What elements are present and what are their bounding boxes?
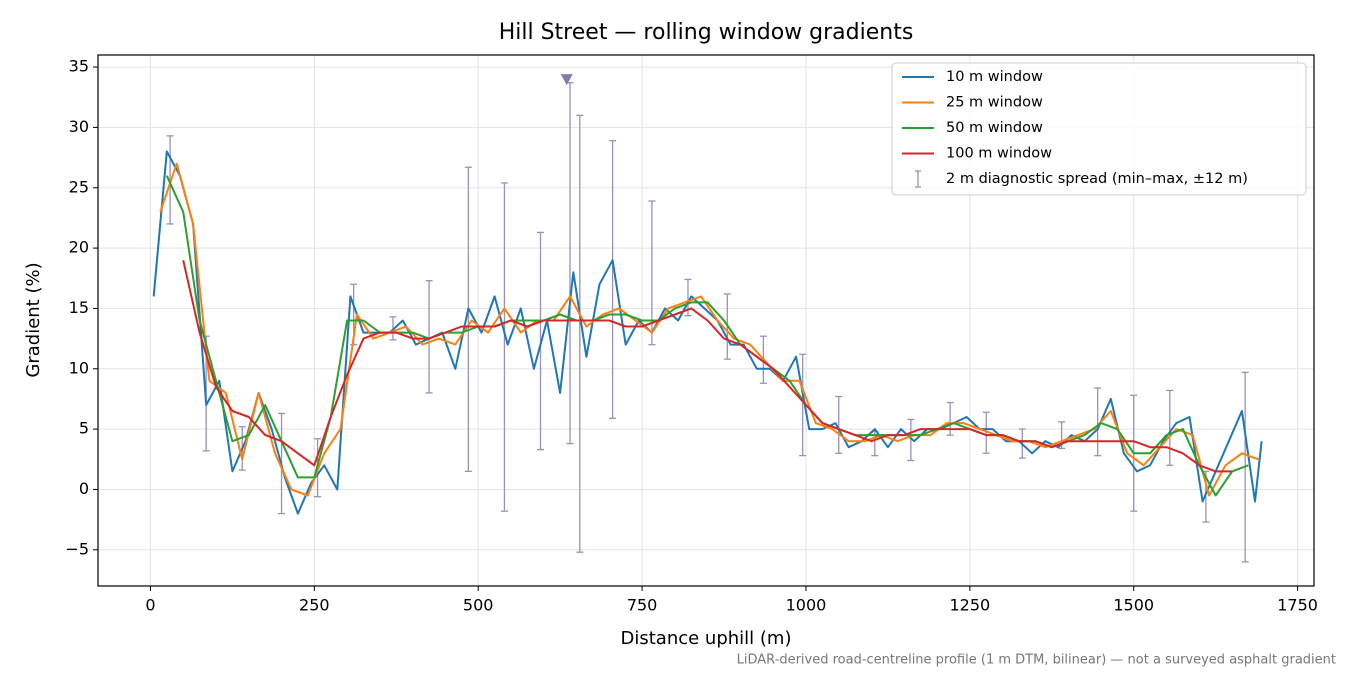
y-axis-label: Gradient (%) [23,262,44,377]
x-tick-label: 1000 [786,596,827,615]
x-tick-label: 1250 [949,596,990,615]
x-tick-label: 750 [627,596,658,615]
legend-box [891,62,1307,196]
x-axis-label: Distance uphill (m) [621,628,792,649]
y-tick-label: 15 [69,298,89,317]
footnote: LiDAR-derived road-centreline profile (1… [737,653,1336,668]
x-tick-label: 500 [463,596,494,615]
chart-title: Hill Street — rolling window gradients [499,20,914,45]
legend-label: 100 m window [946,146,1052,162]
y-tick-label: 0 [79,479,89,498]
x-tick-label: 1500 [1113,596,1154,615]
series-line [152,150,1263,515]
legend-label: 10 m window [946,69,1043,85]
y-tick-label: 35 [69,57,89,76]
series-line [182,259,1233,473]
y-tick-label: −5 [65,539,89,558]
outlier-marker [560,74,573,86]
legend-label: 25 m window [946,95,1043,111]
x-tick-label: 250 [299,596,330,615]
series-line [159,162,1259,497]
legend-label: 2 m diagnostic spread (min–max, ±12 m) [946,171,1248,187]
plot-frame [97,54,1315,587]
y-tick-label: 10 [69,358,89,377]
y-tick-label: 30 [69,117,89,136]
x-tick-label: 1750 [1277,596,1318,615]
x-tick-label: 0 [145,596,155,615]
y-tick-label: 25 [69,177,89,196]
legend-label: 50 m window [946,120,1043,136]
y-tick-label: 5 [79,419,89,438]
y-tick-label: 20 [69,238,89,257]
